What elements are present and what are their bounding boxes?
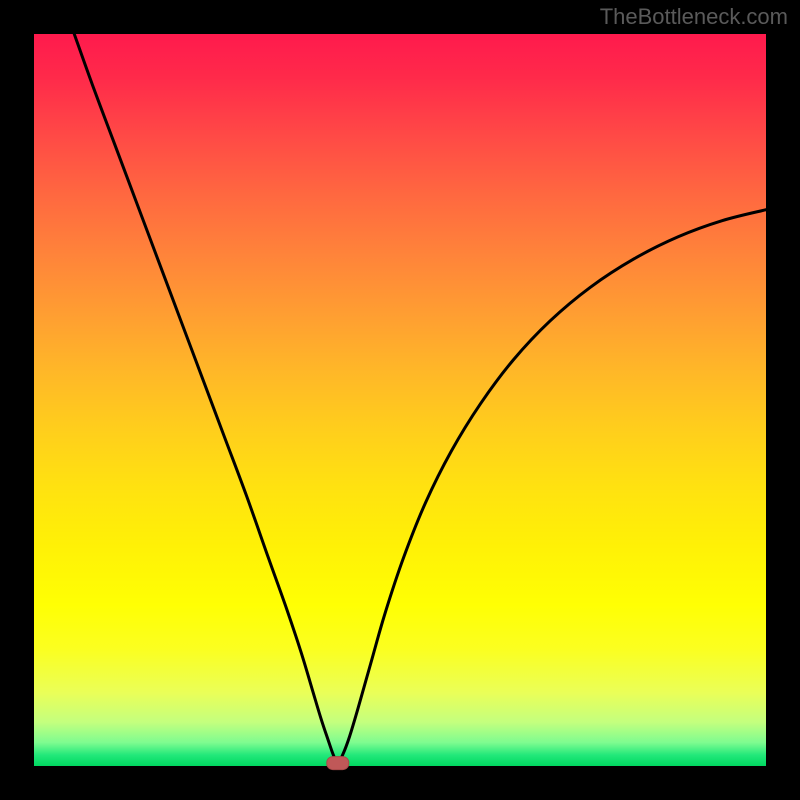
optimal-point-marker xyxy=(327,757,349,770)
chart-root: TheBottleneck.com xyxy=(0,0,800,800)
plot-area xyxy=(34,34,766,766)
chart-canvas xyxy=(0,0,800,800)
watermark-text: TheBottleneck.com xyxy=(600,4,788,30)
